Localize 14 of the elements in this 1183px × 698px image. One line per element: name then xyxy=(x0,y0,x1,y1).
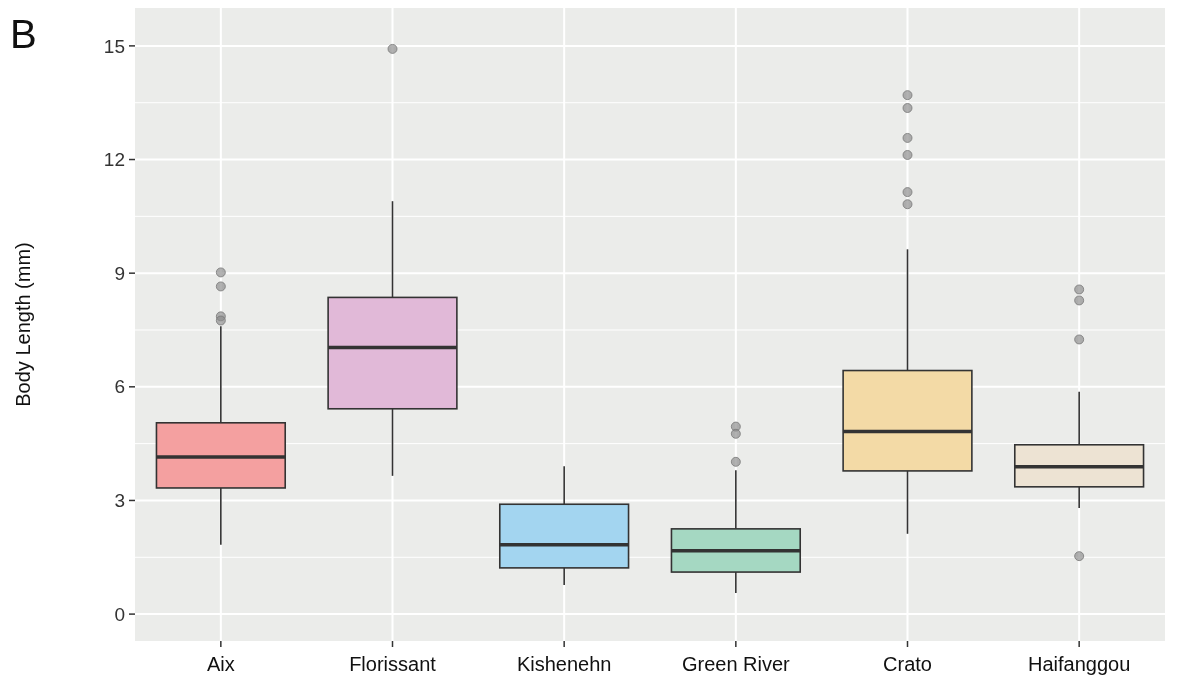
y-tick-label: 6 xyxy=(114,376,125,398)
y-axis-title: Body Length (mm) xyxy=(12,242,34,407)
x-tick-label: Haifanggou xyxy=(1028,653,1131,675)
x-tick-label: Kishenehn xyxy=(516,653,612,675)
y-tick-label: 15 xyxy=(103,35,125,57)
x-tick-label: Crato xyxy=(883,653,932,675)
y-tick-label: 3 xyxy=(114,490,125,512)
x-tick-label: Aix xyxy=(206,653,235,675)
y-tick-label: 12 xyxy=(103,149,125,171)
x-tick-label: Florissant xyxy=(349,653,437,675)
text: B xyxy=(10,12,37,56)
x-tick-label: Green River xyxy=(681,653,791,675)
y-tick-label: 9 xyxy=(114,262,125,284)
y-tick-label: 0 xyxy=(114,603,125,625)
